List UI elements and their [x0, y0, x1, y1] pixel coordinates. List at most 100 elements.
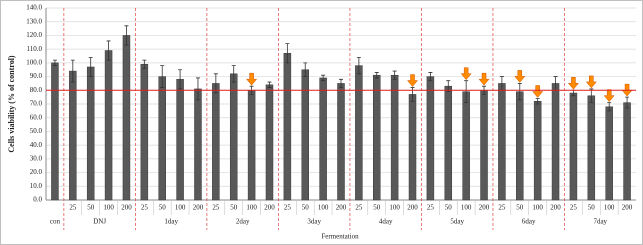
group-label: 2day: [236, 218, 250, 226]
y-tick-label: 20.0: [30, 168, 43, 176]
x-axis-title: Fermentation: [321, 233, 359, 241]
bar: [462, 91, 470, 201]
x-tick-label: 200: [550, 204, 561, 212]
bar: [587, 95, 596, 201]
error-bar: [178, 69, 183, 90]
x-tick-label: 25: [498, 204, 506, 212]
x-tick-label: 50: [516, 204, 524, 212]
bar: [533, 101, 542, 201]
x-tick-label: 25: [427, 204, 435, 212]
x-tick-label: 200: [479, 204, 490, 212]
x-tick-label: 50: [302, 204, 310, 212]
arrow-marker: [460, 67, 472, 81]
error-bar: [321, 74, 326, 82]
bar: [265, 84, 274, 201]
bar: [176, 79, 184, 201]
bar: [605, 106, 613, 201]
bar: [373, 74, 381, 201]
error-bar: [356, 56, 361, 75]
arrow-marker: [567, 77, 579, 90]
y-tick-label: 100.0: [26, 58, 42, 66]
x-tick-label: 100: [318, 204, 329, 212]
bar: [480, 90, 488, 201]
group-label: 5day: [450, 218, 464, 226]
bar: [408, 94, 417, 201]
bar: [390, 74, 399, 201]
bar: [355, 65, 363, 201]
arrow-marker: [514, 70, 526, 83]
x-tick-label: 100: [532, 204, 543, 212]
error-bar: [106, 40, 111, 61]
x-tick-label: 50: [445, 204, 453, 212]
bar: [86, 66, 95, 201]
x-tick-label: 50: [87, 204, 95, 212]
error-bar: [160, 65, 165, 88]
error-bar: [231, 65, 236, 83]
y-tick-label: 60.0: [30, 113, 43, 121]
error-bar: [285, 43, 290, 64]
arrow-marker: [585, 75, 597, 89]
group-label: 3day: [307, 218, 321, 226]
bar: [212, 83, 220, 201]
bar: [247, 90, 256, 201]
bar: [444, 85, 453, 201]
bar: [337, 83, 345, 201]
error-bar: [535, 98, 540, 105]
error-bar: [339, 78, 343, 88]
y-tick-label: 30.0: [30, 154, 43, 162]
bar: [301, 69, 309, 201]
group-label: 4day: [379, 218, 393, 226]
x-tick-label: 50: [588, 204, 596, 212]
x-tick-label: 100: [389, 204, 400, 212]
error-bar: [374, 72, 379, 79]
error-bar: [625, 96, 630, 109]
bar: [569, 92, 578, 201]
bar: [104, 50, 113, 201]
x-tick-label: 25: [212, 204, 220, 212]
x-tick-label: 100: [175, 204, 186, 212]
bar: [516, 91, 524, 201]
y-tick-label: 80.0: [30, 86, 43, 94]
x-tick-label: 200: [622, 204, 633, 212]
bar: [551, 83, 560, 201]
x-tick-label: 200: [264, 204, 275, 212]
y-tick-label: 130.0: [26, 17, 42, 25]
y-tick-label: 140.0: [26, 4, 42, 12]
x-tick-label: 50: [230, 204, 238, 212]
y-tick-label: 90.0: [30, 72, 43, 80]
error-bar: [124, 25, 129, 46]
x-tick-label: 100: [604, 204, 615, 212]
arrow-marker: [246, 72, 258, 86]
group-label: con: [50, 218, 61, 226]
error-bar: [195, 77, 200, 101]
y-tick-label: 0.0: [33, 196, 42, 204]
x-tick-label: 100: [103, 204, 114, 212]
bar: [283, 53, 292, 201]
error-bar: [88, 56, 93, 77]
y-tick-label: 110.0: [27, 45, 43, 53]
x-tick-label: 200: [121, 204, 132, 212]
x-tick-label: 200: [193, 204, 204, 212]
bar: [426, 76, 435, 201]
arrow-marker: [532, 85, 544, 98]
group-label: 1day: [164, 218, 178, 226]
x-tick-label: 100: [246, 204, 257, 212]
x-tick-label: 25: [141, 204, 149, 212]
x-tick-label: 25: [69, 204, 77, 212]
error-bar: [52, 59, 57, 66]
error-bar: [589, 88, 594, 104]
x-tick-label: 200: [407, 204, 418, 212]
bar: [122, 35, 131, 201]
bar: [140, 63, 149, 201]
y-axis-title: Cells viability (% of control): [7, 55, 16, 153]
bar: [319, 77, 327, 201]
error-bar: [428, 72, 433, 82]
error-bar: [70, 59, 75, 83]
bar: [51, 62, 59, 201]
group-label: 6day: [522, 218, 536, 226]
bar: [158, 76, 166, 201]
x-tick-label: 200: [336, 204, 347, 212]
error-bar: [267, 81, 272, 88]
bar: [623, 102, 631, 201]
